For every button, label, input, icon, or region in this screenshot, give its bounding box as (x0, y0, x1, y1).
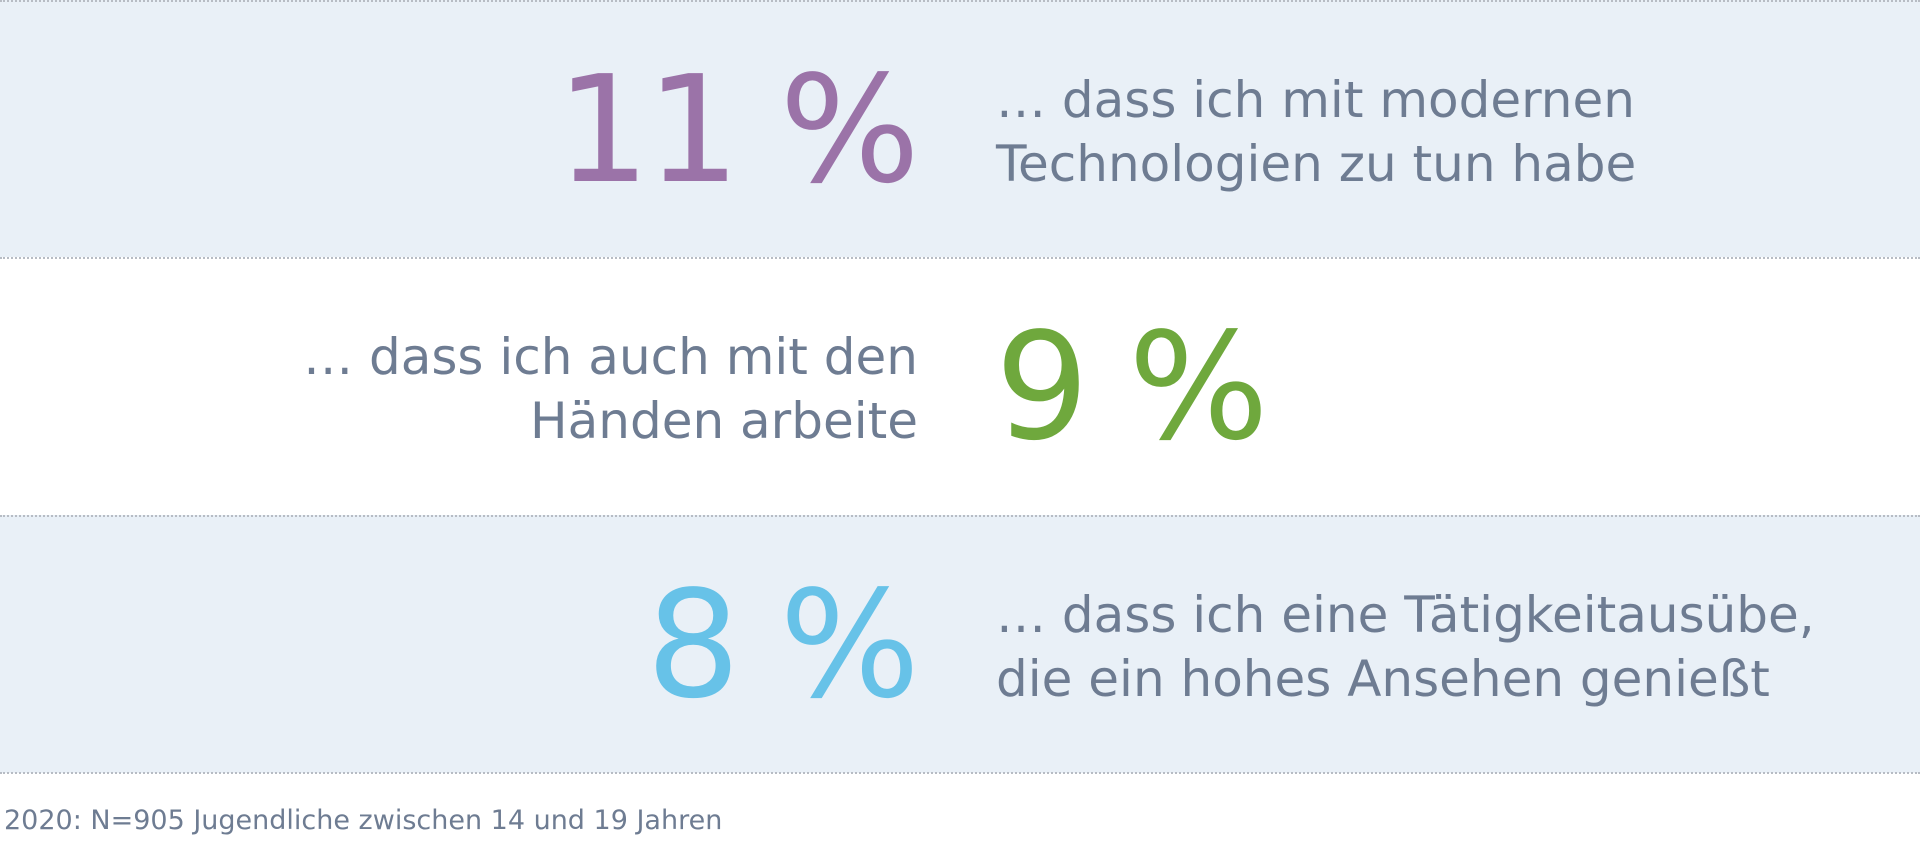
stat-row-prestigious-job: 8 % … dass ich eine Tätigkeitausübe, die… (0, 515, 1920, 773)
stat-label-line: Händen arbeite (530, 392, 918, 450)
stat-label-line: Technologien zu tun habe (996, 135, 1637, 193)
stat-label: … dass ich eine Tätigkeitausübe, die ein… (996, 583, 1815, 711)
stat-row-modern-technologies: 11 % … dass ich mit modernen Technologie… (0, 0, 1920, 258)
percentage-value: 11 % (556, 44, 920, 216)
stat-label-line: … dass ich mit modernen (996, 71, 1635, 129)
percentage-value: 9 % (995, 301, 1269, 473)
stat-label: … dass ich auch mit den Händen arbeite (303, 325, 918, 453)
stat-label-line: … dass ich auch mit den (303, 328, 918, 386)
percentage-value: 8 % (646, 559, 920, 731)
stat-label-line: … dass ich eine Tätigkeitausübe, (996, 586, 1815, 644)
stat-label: … dass ich mit modernen Technologien zu … (996, 68, 1636, 196)
stat-row-working-with-hands: … dass ich auch mit den Händen arbeite 9… (0, 257, 1920, 515)
sample-footnote: 2020: N=905 Jugendliche zwischen 14 und … (4, 805, 723, 836)
stat-label-line: die ein hohes Ansehen genießt (996, 650, 1770, 708)
bottom-divider (0, 772, 1920, 774)
